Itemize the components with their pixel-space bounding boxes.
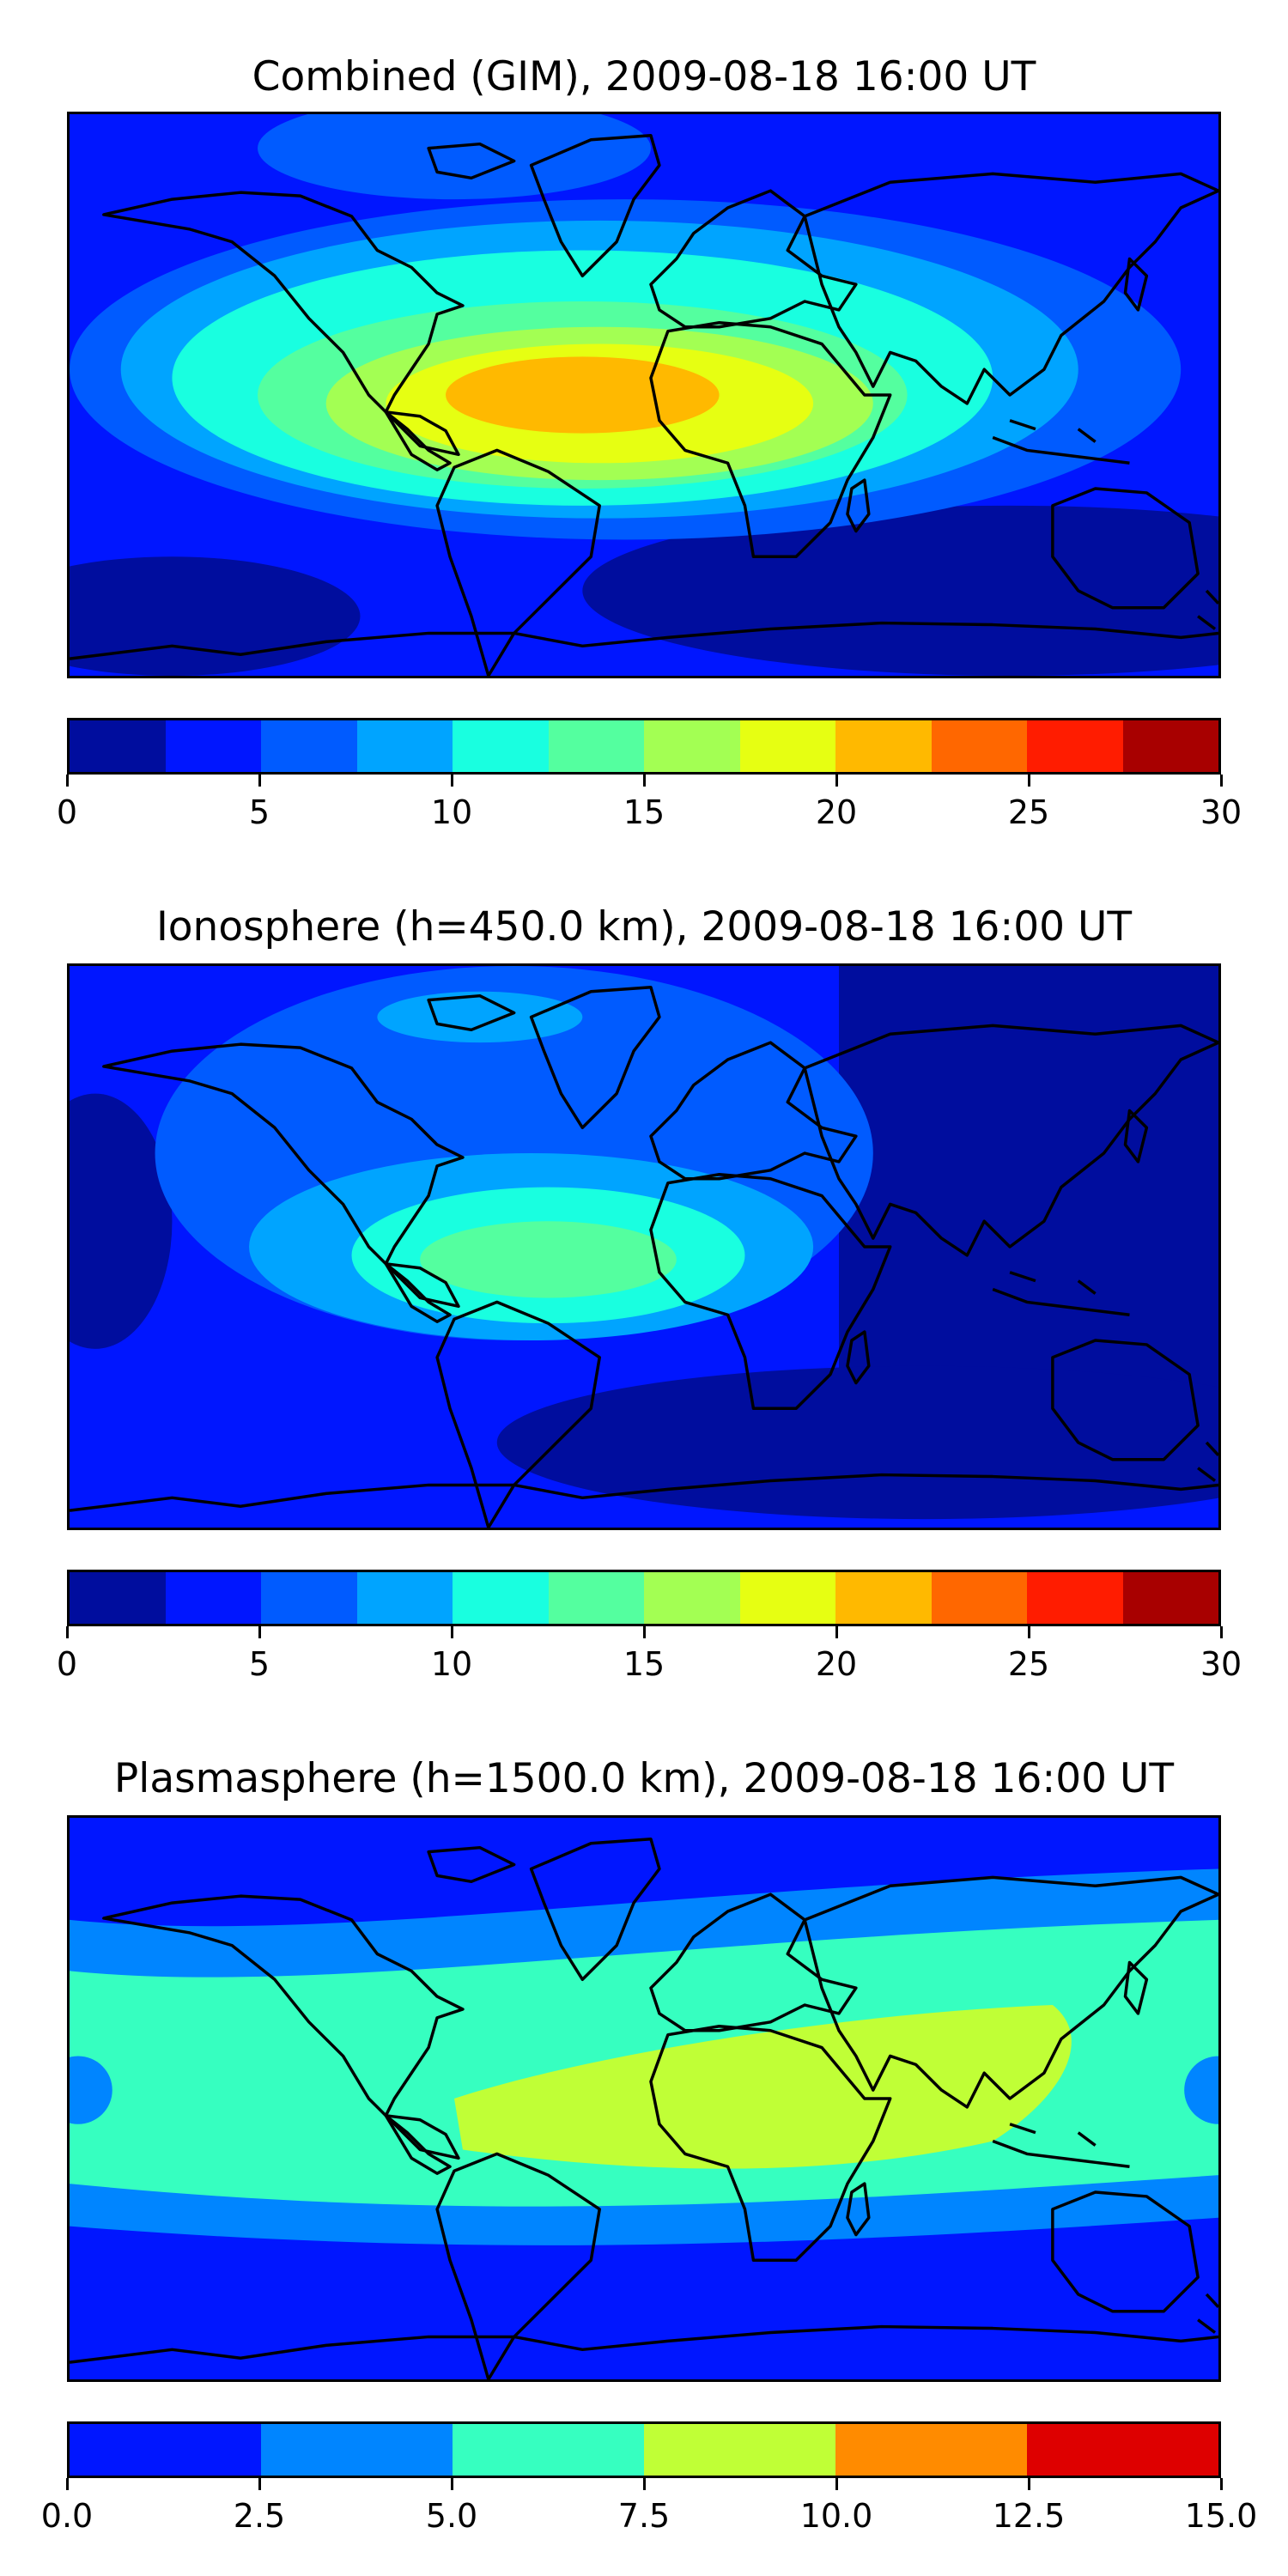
tick-label: 20 [815, 1645, 858, 1683]
map-ionosphere [67, 963, 1221, 1530]
colorbar-ticks: 0 5 10 15 20 25 30 [57, 1626, 1242, 1686]
colorbar-segment [356, 720, 453, 772]
colorbar-segment [261, 720, 357, 772]
field-level-0-west [70, 1093, 173, 1349]
tick-label: 5 [248, 1645, 270, 1683]
colorbar [67, 718, 1221, 775]
colorbar-segment [739, 1572, 835, 1624]
field-north-cap [258, 114, 651, 200]
tick-mark [835, 1626, 838, 1638]
colorbar-segment [644, 2424, 835, 2476]
tick-mark [835, 775, 838, 787]
colorbar-segment [835, 720, 932, 772]
colorbar-segment [453, 720, 549, 772]
colorbar-segment [165, 720, 261, 772]
tick-label: 15.0 [1184, 2497, 1258, 2535]
tick-label: 20 [815, 793, 858, 831]
colorbar-segment [931, 720, 1027, 772]
tick-label: 30 [1200, 1645, 1242, 1683]
colorbar-segment [548, 1572, 644, 1624]
tick-mark [642, 775, 646, 787]
colorbar [67, 2421, 1221, 2478]
field-level-1-west [70, 2056, 112, 2124]
colorbar-segment [548, 720, 644, 772]
tick-mark [258, 2478, 261, 2490]
map-combined [67, 112, 1221, 678]
colorbar-ticks: 0.0 2.5 5.0 7.5 10.0 12.5 15.0 [41, 2478, 1257, 2538]
tick-label: 5.0 [425, 2497, 478, 2535]
tick-mark [450, 1626, 453, 1638]
tick-label: 10 [430, 1645, 473, 1683]
colorbar-segment [261, 2424, 453, 2476]
colorbar-segment [356, 1572, 453, 1624]
colorbar-segment [644, 1572, 740, 1624]
tick-mark [258, 1626, 261, 1638]
colorbar-segment [1027, 1572, 1123, 1624]
colorbar-segment [835, 2424, 1027, 2476]
field-level-dark-south [582, 505, 1218, 676]
chart-title: Ionosphere (h=450.0 km), 2009-08-18 16:0… [155, 903, 1133, 951]
tick-label: 0 [56, 793, 78, 831]
tick-label: 25 [1007, 793, 1050, 831]
colorbar-segment [644, 720, 740, 772]
tick-mark [1219, 2478, 1223, 2490]
tick-label: 30 [1200, 793, 1242, 831]
tick-mark [642, 2478, 646, 2490]
tick-label: 10 [430, 793, 473, 831]
tick-mark [1027, 775, 1030, 787]
tick-mark [835, 2478, 838, 2490]
tick-label: 15 [623, 793, 665, 831]
field-level-5 [420, 1221, 677, 1298]
tick-mark [1219, 775, 1223, 787]
tick-mark [258, 775, 261, 787]
colorbar [67, 1570, 1221, 1626]
tick-mark [65, 1626, 69, 1638]
colorbar-segment [453, 2424, 644, 2476]
field-level-8 [446, 356, 720, 434]
colorbar-segment [1122, 1572, 1218, 1624]
colorbar-segment [165, 1572, 261, 1624]
tick-label: 25 [1007, 1645, 1050, 1683]
colorbar-segment [453, 1572, 549, 1624]
colorbar-segment [261, 1572, 357, 1624]
field-level-1-east [1184, 2056, 1218, 2124]
tick-label: 7.5 [617, 2497, 671, 2535]
field-level-3-north [377, 991, 583, 1043]
tick-label: 12.5 [992, 2497, 1066, 2535]
colorbar-segment [70, 2424, 261, 2476]
tick-mark [450, 775, 453, 787]
tick-label: 0 [56, 1645, 78, 1683]
tick-mark [1027, 1626, 1030, 1638]
chart-title: Combined (GIM), 2009-08-18 16:00 UT [252, 53, 1036, 100]
tick-label: 15 [623, 1645, 665, 1683]
map-plasmasphere [67, 1815, 1221, 2382]
colorbar-ticks: 0 5 10 15 20 25 30 [57, 775, 1242, 835]
colorbar-segment [70, 1572, 166, 1624]
tick-label: 10.0 [799, 2497, 873, 2535]
tick-label: 2.5 [233, 2497, 286, 2535]
colorbar-segment [70, 720, 166, 772]
colorbar-segment [739, 720, 835, 772]
chart-title: Plasmasphere (h=1500.0 km), 2009-08-18 1… [113, 1755, 1175, 1802]
colorbar-segment [1027, 720, 1123, 772]
colorbar-segment [835, 1572, 932, 1624]
tick-label: 5 [248, 793, 270, 831]
tick-mark [65, 775, 69, 787]
field-level-0-east [838, 966, 1218, 1409]
tick-mark [642, 1626, 646, 1638]
colorbar-segment [931, 1572, 1027, 1624]
tick-mark [1027, 2478, 1030, 2490]
tick-mark [1219, 1626, 1223, 1638]
tick-label: 0.0 [40, 2497, 94, 2535]
tick-mark [65, 2478, 69, 2490]
colorbar-segment [1122, 720, 1218, 772]
tick-mark [450, 2478, 453, 2490]
colorbar-segment [1027, 2424, 1218, 2476]
field-level-0-south [496, 1365, 1218, 1520]
field-level-3 [453, 2005, 1072, 2169]
